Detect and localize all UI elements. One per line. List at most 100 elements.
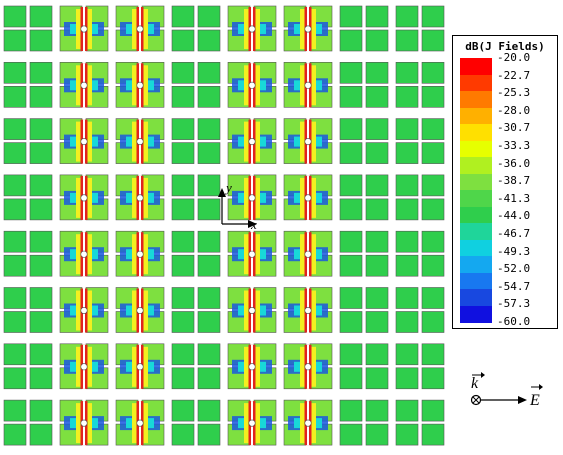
unit-cell [227,118,277,164]
color-bar-segment [460,91,492,108]
unit-cell [283,343,333,390]
coordinate-axes: y x [218,180,257,232]
unit-cell [395,5,445,52]
x-axis-label: x [250,217,257,232]
unit-cell [283,230,333,277]
unit-cell [171,343,221,390]
unit-cell [227,287,277,333]
unit-cell [3,230,53,277]
unit-cell [395,230,445,277]
legend-tick-label: -46.7 [497,227,531,240]
unit-cell [3,61,53,108]
color-bar-segment [460,272,492,290]
legend-tick-label: -49.3 [497,244,531,258]
unit-cell [115,343,165,390]
y-axis-label: y [224,180,232,195]
legend-tick-label: -54.7 [497,279,531,293]
color-bar-segment [460,305,492,323]
unit-cell [171,174,221,221]
color-bar-segment [460,74,492,92]
unit-cell [227,61,277,108]
unit-cell [3,5,53,52]
legend-tick-label: -22.7 [497,68,531,82]
legend-tick-label: -25.3 [497,86,531,100]
unit-cell [115,61,165,108]
color-bar-segment [460,256,492,273]
legend-tick-label: -60.0 [497,315,531,328]
unit-cell [395,118,445,164]
unit-cell [115,5,165,52]
unit-cell [339,61,389,108]
k-vector-label: k [471,375,479,392]
color-bar-segment [460,190,492,207]
color-legend: dB(J Fields) -20.0 -22.7 -25.3 -28.0 -30.7 -3… [452,35,558,329]
unit-cell [395,61,445,108]
unit-cell [283,61,333,108]
unit-cell [59,5,109,52]
legend-title: dB(J Fields) [465,40,545,53]
unit-cell [3,287,53,333]
unit-cell [171,399,221,446]
unit-cell [227,343,277,390]
unit-cell [171,230,221,277]
unit-cell [59,174,109,221]
unit-cell [115,118,165,164]
unit-cell [339,5,389,52]
legend-tick-label: -20.0 [497,51,531,64]
unit-cell [395,287,445,333]
unit-cell [339,230,389,277]
color-bar-segment [460,58,492,75]
unit-cell [227,5,277,52]
unit-cell [59,61,109,108]
unit-cell [59,118,109,164]
unit-cell [59,287,109,333]
unit-cell [115,174,165,221]
unit-cell [59,230,109,277]
unit-cell [115,230,165,277]
unit-cell [395,399,445,446]
unit-cell [283,399,333,446]
unit-cell [3,399,53,446]
wave-indicator: k E [470,372,543,409]
legend-tick-label: -28.0 [497,103,531,117]
color-bar-segment [460,157,492,174]
color-bar-segment [460,289,492,306]
unit-cell [339,343,389,390]
unit-cell [115,287,165,333]
color-bar-segment [460,173,492,191]
legend-tick-label: -36.0 [497,156,531,170]
unit-cell [395,343,445,390]
unit-cell [227,399,277,446]
unit-cell-grid [3,5,445,446]
unit-cell [227,230,277,277]
unit-cell [171,61,221,108]
color-bar [460,58,492,323]
legend-tick-label: -41.3 [497,191,531,205]
unit-cell [171,118,221,164]
unit-cell [339,174,389,221]
unit-cell [283,174,333,221]
legend-tick-label: -52.0 [497,262,531,276]
color-bar-segment [460,140,492,158]
unit-cell [171,5,221,52]
unit-cell [3,343,53,390]
legend-tick-label: -30.7 [497,121,531,135]
unit-cell [283,5,333,52]
unit-cell [339,287,389,333]
unit-cell [59,343,109,390]
unit-cell [339,399,389,446]
unit-cell [227,174,277,221]
e-field-label: E [529,392,540,409]
unit-cell [339,118,389,164]
legend-tick-label: -44.0 [497,209,531,223]
unit-cell [283,118,333,164]
unit-cell [3,174,53,221]
legend-tick-label: -38.7 [497,174,531,188]
color-bar-segment [460,124,492,141]
unit-cell [3,118,53,164]
color-bar-segment [460,107,492,125]
unit-cell [115,399,165,446]
unit-cell [283,287,333,333]
color-bar-segment [460,239,492,257]
